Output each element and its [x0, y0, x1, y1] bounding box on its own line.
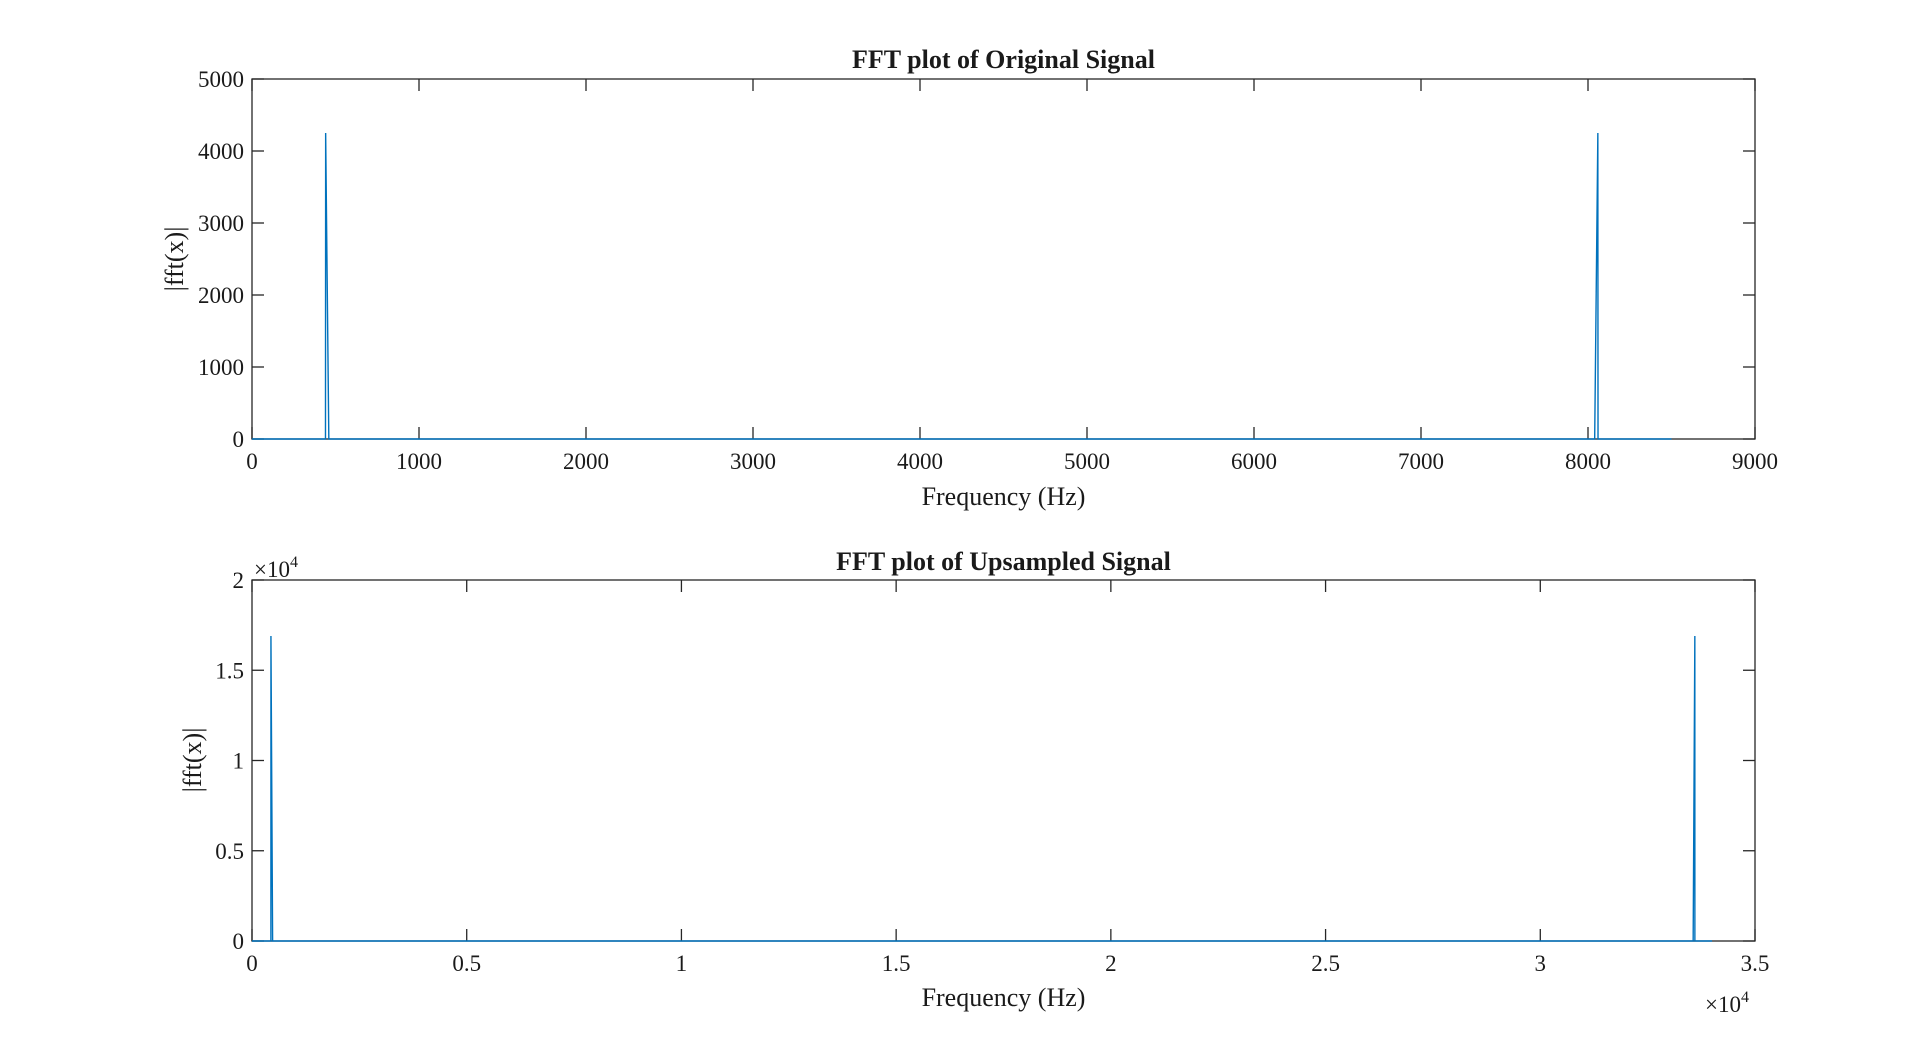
tick-group: 0 0.5 1 1.5 2 2.5 3 3.5 0 0.5 1 1.5 2 [215, 568, 1769, 976]
plot-frame [251, 579, 1756, 942]
y-tick-label: 2 [233, 568, 245, 593]
chart-title: FFT plot of Original Signal [852, 45, 1155, 74]
x-tick-label: 8000 [1565, 449, 1611, 474]
y-exponent-power: 4 [290, 554, 298, 571]
x-tick-label: 0 [246, 449, 258, 474]
y-tick-label: 3000 [198, 211, 244, 236]
y-tick-label: 1 [233, 749, 245, 774]
x-exponent-label: ×104 [1705, 989, 1749, 1017]
x-exponent-power: 4 [1741, 989, 1749, 1006]
x-tick-label: 6000 [1231, 449, 1277, 474]
y-tick-label: 0 [233, 427, 245, 452]
y-tick-label: 2000 [198, 283, 244, 308]
x-axis-label: Frequency (Hz) [922, 482, 1086, 511]
x-tick-label: 3000 [730, 449, 776, 474]
x-tick-label: 1.5 [882, 951, 911, 976]
x-tick-label: 1000 [396, 449, 442, 474]
x-tick-label: 2000 [563, 449, 609, 474]
series-line [252, 635, 1713, 942]
y-tick-label: 5000 [198, 67, 244, 92]
y-axis-label: |fft(x)| [160, 227, 189, 292]
x-tick-label: 2 [1105, 951, 1117, 976]
x-tick-label: 3.5 [1741, 951, 1770, 976]
x-tick-label: 0.5 [452, 951, 481, 976]
subplot-upsampled: FFT plot of Upsampled Signal Frequency (… [178, 547, 1769, 1017]
x-tick-label: 5000 [1064, 449, 1110, 474]
chart-title: FFT plot of Upsampled Signal [836, 547, 1171, 576]
tick-group: 0 1000 2000 3000 4000 5000 6000 7000 8000 9000 0 10… [198, 67, 1778, 474]
y-tick-label: 1.5 [215, 658, 244, 683]
x-tick-label: 4000 [897, 449, 943, 474]
y-exponent-label: ×104 [254, 554, 298, 582]
subplot-original: FFT plot of Original Signal Frequency (H… [160, 45, 1778, 511]
x-axis-label: Frequency (Hz) [922, 983, 1086, 1012]
y-tick-label: 0 [233, 929, 245, 954]
x-tick-label: 0 [246, 951, 258, 976]
series-line [252, 132, 1672, 440]
x-tick-label: 9000 [1732, 449, 1778, 474]
x-tick-label: 7000 [1398, 449, 1444, 474]
y-tick-label: 4000 [198, 139, 244, 164]
x-tick-label: 3 [1535, 951, 1547, 976]
y-tick-label: 1000 [198, 355, 244, 380]
x-tick-label: 2.5 [1311, 951, 1340, 976]
y-tick-label: 0.5 [215, 839, 244, 864]
plot-frame [251, 78, 1756, 440]
x-tick-label: 1 [676, 951, 688, 976]
y-axis-label: |fft(x)| [178, 728, 207, 793]
